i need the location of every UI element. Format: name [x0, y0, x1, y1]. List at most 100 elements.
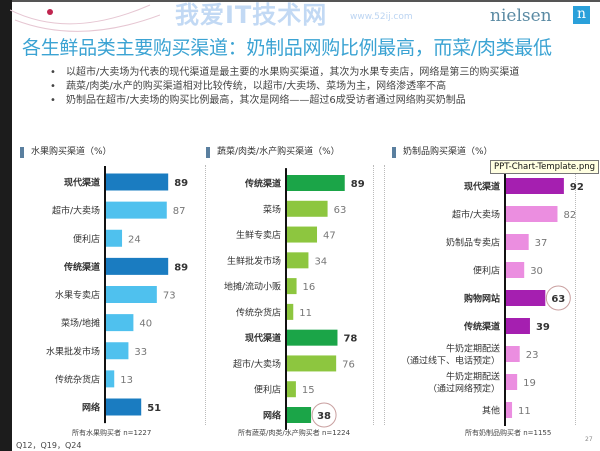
bar — [286, 407, 312, 423]
veg-chart-title: 蔬菜/肉类/水产购买渠道（%） — [206, 147, 340, 158]
value-label: 82 — [563, 210, 576, 221]
slide-title: 各生鲜品类主要购买渠道：奶制品网购比例最高，而菜/肉类最低 — [22, 37, 552, 59]
category-label: 便利店 — [254, 384, 281, 396]
bar — [505, 206, 558, 222]
dairy-sample-note: 所有奶制品购买者 n=1155 — [465, 429, 552, 437]
fruit-chart-title: 水果购买渠道（%） — [20, 147, 112, 158]
bar — [286, 252, 309, 269]
bar — [505, 290, 546, 306]
value-label: 89 — [174, 178, 188, 189]
bar — [505, 346, 520, 362]
category-label: 生鲜专卖店 — [236, 229, 281, 241]
bullet-list: 以超市/大卖场为代表的现代渠道是最主要的水果购买渠道，其次为水果专卖店，网络是第… — [50, 66, 552, 108]
value-label: 78 — [343, 334, 357, 345]
nielsen-logo-mark: n — [573, 6, 590, 24]
category-label: 水果批发市场 — [46, 345, 100, 357]
bar — [105, 173, 169, 191]
bar — [105, 342, 129, 360]
bar — [105, 398, 142, 416]
value-label: 63 — [551, 294, 565, 305]
category-label: （通过网络预定） — [428, 383, 500, 395]
value-label: 15 — [302, 385, 315, 396]
divider — [373, 165, 374, 425]
bar — [505, 234, 529, 250]
category-label: 网络 — [82, 402, 100, 414]
dairy-chart-title: 奶制品购买渠道（%） — [392, 147, 493, 158]
bullet-item: 以超市/大卖场为代表的现代渠道是最主要的水果购买渠道，其次为水果专卖店，网络是第… — [50, 66, 552, 80]
value-label: 63 — [334, 205, 347, 216]
bar — [286, 303, 294, 320]
value-label: 40 — [139, 319, 152, 330]
nielsen-logo: nielsen — [490, 6, 552, 26]
category-label: 其他 — [482, 405, 500, 417]
category-label: 奶制品专卖店 — [446, 237, 500, 249]
category-label: 超市/大卖场 — [233, 358, 281, 370]
value-label: 30 — [530, 266, 543, 277]
value-label: 13 — [120, 375, 133, 386]
bar — [105, 201, 167, 219]
value-label: 24 — [128, 234, 141, 245]
divider — [384, 165, 385, 425]
category-label: 牛奶定期配送 — [446, 371, 500, 383]
highlight-circle — [311, 402, 337, 428]
category-label: 便利店 — [73, 233, 100, 245]
value-label: 39 — [536, 322, 550, 333]
value-label: 47 — [323, 231, 336, 242]
category-label: 菜场 — [263, 203, 281, 215]
bar — [505, 402, 513, 418]
bar — [505, 374, 518, 390]
top-border — [0, 0, 600, 2]
bar — [105, 370, 115, 388]
highlight-circle — [545, 285, 571, 311]
value-label: 89 — [351, 179, 365, 190]
bar — [286, 329, 338, 346]
category-label: 传统杂货店 — [55, 373, 100, 385]
category-label: 生鲜批发市场 — [227, 255, 281, 267]
bar — [105, 314, 134, 332]
bar — [286, 226, 318, 243]
bar — [286, 381, 296, 398]
value-label: 76 — [342, 359, 355, 370]
value-label: 23 — [526, 350, 539, 361]
bar — [105, 257, 169, 275]
category-label: 现代渠道 — [64, 177, 100, 189]
category-label: 超市/大卖场 — [452, 209, 500, 221]
divider — [575, 165, 576, 425]
category-label: 现代渠道 — [245, 332, 281, 344]
value-label: 73 — [163, 291, 176, 302]
value-label: 37 — [535, 238, 548, 249]
category-label: 菜场/地摊 — [61, 317, 100, 329]
bar — [286, 200, 328, 217]
category-label: 超市/大卖场 — [52, 205, 100, 217]
veg-sample-note: 所有蔬菜/肉类/水产购买者 n=1224 — [238, 429, 351, 437]
left-strip — [0, 0, 12, 451]
bar — [105, 229, 123, 247]
bar — [286, 278, 297, 295]
value-label: 11 — [518, 406, 531, 417]
watermark-url: www.52ij.com — [350, 12, 413, 22]
value-label: 16 — [303, 282, 316, 293]
category-label: 购物网站 — [464, 293, 500, 305]
value-label: 19 — [523, 378, 536, 389]
category-label: 传统渠道 — [244, 178, 281, 190]
fruit-sample-note: 所有水果购买者 n=1227 — [72, 429, 152, 437]
category-label: 现代渠道 — [464, 181, 500, 193]
value-label: 51 — [147, 403, 161, 414]
value-label: 34 — [314, 256, 327, 267]
bar — [505, 318, 530, 334]
file-tooltip: PPT-Chart-Template.png — [490, 160, 600, 174]
value-label: 89 — [174, 262, 188, 273]
category-label: 地摊/流动小贩 — [224, 281, 281, 293]
category-label: （通过线下、电话预定） — [401, 355, 500, 367]
bar — [505, 262, 525, 278]
value-label: 87 — [173, 206, 186, 217]
bar — [105, 286, 157, 303]
category-label: 网络 — [263, 410, 281, 422]
bullet-item: 奶制品在超市/大卖场的购买比例最高，其次是网络——超过6成受访者通过网络购买奶制… — [50, 94, 552, 108]
value-label: 33 — [134, 347, 147, 358]
bar — [286, 175, 345, 191]
bar — [505, 178, 564, 194]
question-refs: Q12，Q19，Q24 — [16, 441, 82, 450]
watermark: 我爱IT技术网 — [175, 1, 328, 29]
